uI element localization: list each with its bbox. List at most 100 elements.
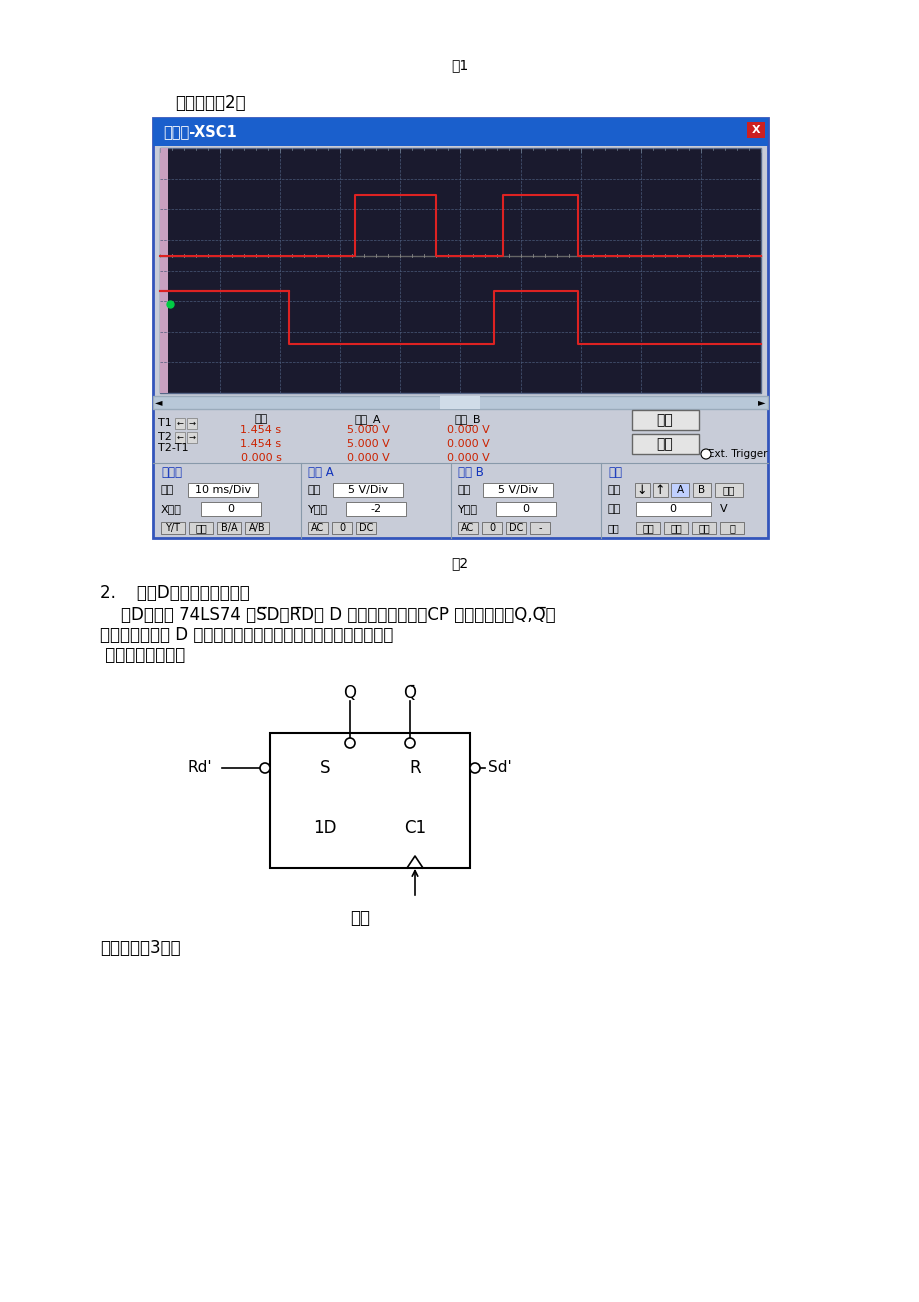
Bar (634, 483, 650, 497)
Circle shape (345, 738, 355, 749)
Text: 通道 B: 通道 B (458, 466, 483, 479)
Bar (482, 522, 502, 534)
Bar (652, 483, 667, 497)
Bar (356, 522, 376, 534)
Text: Sd': Sd' (487, 760, 511, 776)
Text: C1: C1 (403, 819, 425, 837)
Text: T2: T2 (158, 432, 172, 441)
Text: X: X (751, 125, 759, 135)
Text: -: - (538, 523, 541, 533)
Bar (346, 503, 405, 516)
Text: 比例: 比例 (161, 486, 174, 495)
Bar (217, 522, 241, 534)
Bar (161, 522, 185, 534)
Text: ←: ← (176, 418, 183, 427)
Text: 正弦: 正弦 (641, 523, 653, 533)
Text: 标准: 标准 (669, 523, 681, 533)
Text: ►: ► (757, 397, 765, 408)
Text: 图2: 图2 (451, 556, 468, 570)
Text: Rd': Rd' (187, 760, 211, 776)
Bar (664, 522, 687, 534)
Text: Y/T: Y/T (165, 523, 180, 533)
Text: 通道_A: 通道_A (355, 414, 380, 424)
Bar (244, 522, 268, 534)
Text: 0: 0 (338, 523, 345, 533)
Text: AC: AC (460, 523, 474, 533)
Text: X位置: X位置 (161, 504, 182, 514)
Text: B/A: B/A (221, 523, 237, 533)
Text: 5 V/Div: 5 V/Div (497, 486, 538, 495)
Text: 外部: 外部 (722, 486, 734, 495)
Text: Y位置: Y位置 (458, 504, 478, 514)
Circle shape (470, 763, 480, 773)
FancyBboxPatch shape (631, 410, 698, 430)
Text: 按照图示连接电路: 按照图示连接电路 (100, 646, 185, 664)
Text: 自动: 自动 (698, 523, 709, 533)
FancyBboxPatch shape (631, 434, 698, 454)
Bar (333, 483, 403, 497)
Text: 0.000 s: 0.000 s (240, 453, 281, 464)
Text: 无: 无 (728, 523, 734, 533)
Text: 0.000 V: 0.000 V (446, 439, 489, 449)
Bar (160, 148, 168, 393)
Text: 反向: 反向 (656, 413, 673, 427)
Bar (187, 432, 197, 443)
Bar (175, 432, 185, 443)
Circle shape (404, 738, 414, 749)
Text: -2: -2 (370, 504, 381, 514)
Text: 加载: 加载 (195, 523, 207, 533)
Bar (529, 522, 550, 534)
Text: →: → (188, 432, 196, 441)
Text: 0.000 V: 0.000 V (446, 424, 489, 435)
Text: DC: DC (508, 523, 523, 533)
Text: ◄: ◄ (155, 397, 163, 408)
Text: 1D: 1D (312, 819, 336, 837)
Text: 边沿: 边沿 (607, 486, 620, 495)
Circle shape (260, 763, 269, 773)
Text: Q: Q (343, 684, 357, 702)
Bar (153, 396, 767, 409)
Bar (670, 483, 688, 497)
Text: 1.454 s: 1.454 s (240, 424, 281, 435)
Text: →: → (188, 418, 196, 427)
Text: ↑: ↑ (654, 483, 664, 496)
Text: R: R (409, 759, 420, 777)
Text: 将D触发器 74LS74 的S̅D，R̅D和 D 分别接逻辑开关，CP 接单次脉冲。Q,Q̅接: 将D触发器 74LS74 的S̅D，R̅D和 D 分别接逻辑开关，CP 接单次脉… (100, 605, 555, 624)
Text: 图1: 图1 (451, 59, 468, 72)
Text: Q̄: Q̄ (403, 684, 416, 702)
Text: 通道_B: 通道_B (454, 414, 481, 424)
Text: 5 V/Div: 5 V/Div (347, 486, 388, 495)
Bar (439, 396, 480, 409)
Bar (714, 483, 743, 497)
Bar (746, 122, 765, 138)
Text: S: S (320, 759, 330, 777)
Text: 电路如图（3）：: 电路如图（3）： (100, 939, 180, 957)
Text: 通道 A: 通道 A (308, 466, 334, 479)
Bar (187, 483, 257, 497)
Text: 保存: 保存 (656, 437, 673, 450)
Text: Y位置: Y位置 (308, 504, 328, 514)
Text: 0.000 V: 0.000 V (346, 453, 389, 464)
Text: 比例: 比例 (308, 486, 321, 495)
Text: AC: AC (311, 523, 324, 533)
Bar (308, 522, 328, 534)
Text: 比例: 比例 (458, 486, 471, 495)
Text: A/B: A/B (248, 523, 265, 533)
Text: 示波器-XSC1: 示波器-XSC1 (163, 125, 236, 139)
Text: T1: T1 (158, 418, 172, 428)
Text: ↓: ↓ (636, 483, 647, 496)
Bar (635, 503, 710, 516)
Text: 10 ms/Div: 10 ms/Div (195, 486, 251, 495)
Text: A: A (675, 486, 683, 495)
Bar (635, 522, 659, 534)
Bar (458, 522, 478, 534)
Bar (188, 522, 213, 534)
Text: 图示: 图示 (349, 909, 369, 927)
Text: T2-T1: T2-T1 (158, 443, 188, 453)
Text: V: V (720, 504, 727, 514)
Text: ←: ← (176, 432, 183, 441)
Text: 0.000 V: 0.000 V (446, 453, 489, 464)
Text: 2.    测试D触发器的逻辑功能: 2. 测试D触发器的逻辑功能 (100, 585, 249, 602)
Circle shape (700, 449, 710, 460)
Text: 类型: 类型 (607, 523, 619, 533)
